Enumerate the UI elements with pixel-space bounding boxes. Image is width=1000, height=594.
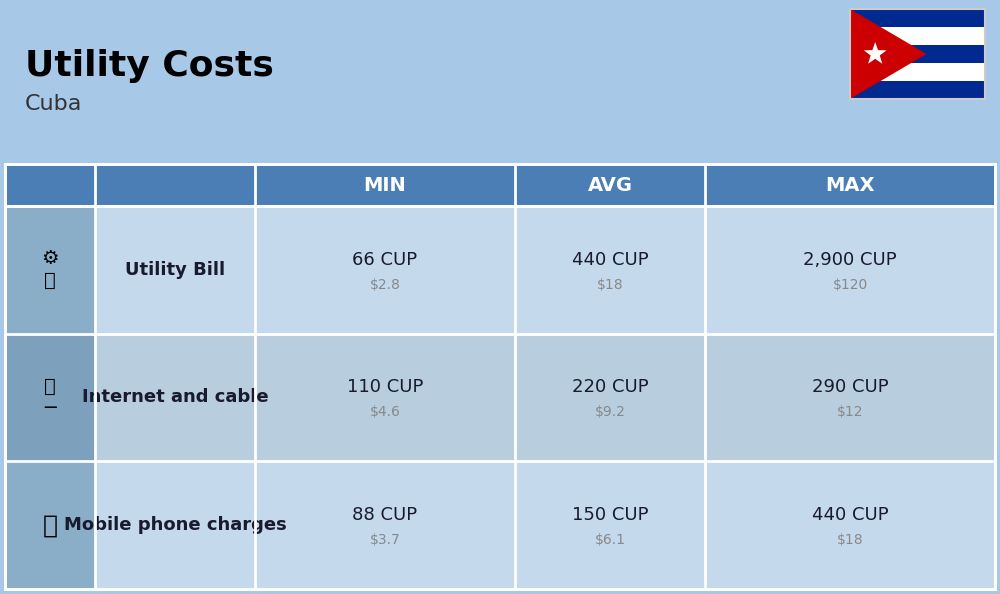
- Bar: [850, 9, 985, 99]
- Bar: [5, 462, 995, 589]
- Text: 📡
─: 📡 ─: [44, 377, 56, 418]
- Text: $2.8: $2.8: [370, 278, 400, 292]
- Bar: [850, 81, 985, 99]
- Text: 290 CUP: 290 CUP: [812, 378, 888, 397]
- Text: AVG: AVG: [588, 175, 633, 194]
- Text: $6.1: $6.1: [594, 533, 626, 547]
- Text: 440 CUP: 440 CUP: [812, 506, 888, 524]
- Bar: [5, 334, 95, 462]
- Bar: [5, 462, 95, 589]
- Bar: [850, 63, 985, 81]
- Text: $120: $120: [832, 278, 868, 292]
- Text: 220 CUP: 220 CUP: [572, 378, 648, 397]
- Text: Cuba: Cuba: [25, 94, 82, 114]
- Text: 2,900 CUP: 2,900 CUP: [803, 251, 897, 269]
- Text: 150 CUP: 150 CUP: [572, 506, 648, 524]
- Bar: [5, 164, 995, 589]
- Text: 📱: 📱: [42, 513, 58, 537]
- Text: 440 CUP: 440 CUP: [572, 251, 648, 269]
- Text: Utility Bill: Utility Bill: [125, 261, 225, 279]
- Bar: [5, 206, 95, 334]
- Polygon shape: [864, 42, 887, 64]
- Polygon shape: [850, 9, 926, 99]
- Text: $3.7: $3.7: [370, 533, 400, 547]
- Text: Internet and cable: Internet and cable: [82, 388, 268, 406]
- Bar: [850, 27, 985, 45]
- Text: ⚙
🔌: ⚙ 🔌: [41, 249, 59, 290]
- Text: $18: $18: [597, 278, 623, 292]
- Text: 66 CUP: 66 CUP: [352, 251, 418, 269]
- Bar: [5, 164, 255, 206]
- Bar: [850, 9, 985, 27]
- Bar: [850, 45, 985, 63]
- Text: Mobile phone charges: Mobile phone charges: [64, 516, 286, 534]
- Bar: [5, 206, 995, 334]
- Bar: [5, 164, 995, 206]
- Text: $4.6: $4.6: [370, 406, 400, 419]
- Bar: [5, 334, 995, 462]
- Text: MAX: MAX: [825, 175, 875, 194]
- Text: $12: $12: [837, 406, 863, 419]
- Text: 88 CUP: 88 CUP: [352, 506, 418, 524]
- Text: MIN: MIN: [364, 175, 406, 194]
- Text: $18: $18: [837, 533, 863, 547]
- Text: $9.2: $9.2: [595, 406, 625, 419]
- Text: 110 CUP: 110 CUP: [347, 378, 423, 397]
- Text: Utility Costs: Utility Costs: [25, 49, 274, 83]
